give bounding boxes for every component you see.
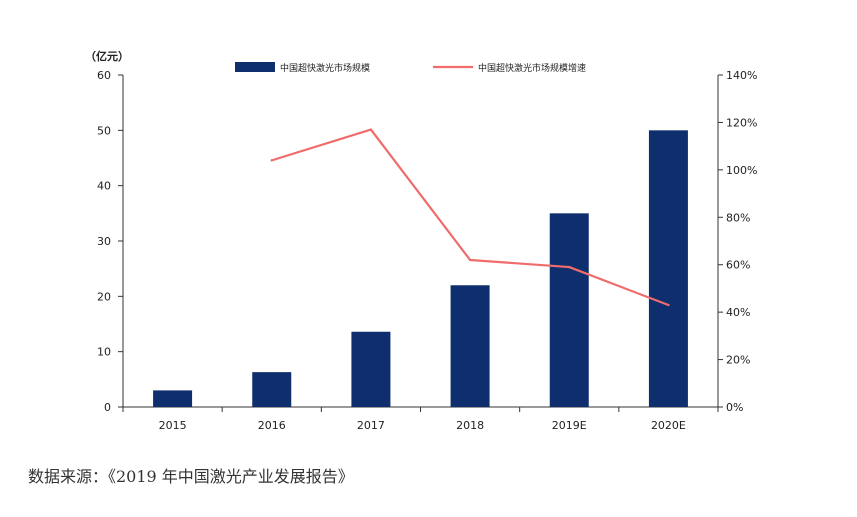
- x-axis-tick-label: 2020E: [651, 419, 686, 432]
- left-axis-tick-label: 10: [97, 346, 111, 359]
- line-point-2018: [468, 258, 472, 262]
- right-axis-tick-label: 100%: [726, 164, 757, 177]
- right-axis-tick-label: 0%: [726, 401, 743, 414]
- right-axis-tick-label: 120%: [726, 116, 757, 129]
- left-axis-unit-label: （亿元）: [85, 49, 129, 63]
- legend: 中国超快激光市场规模 中国超快激光市场规模增速: [235, 62, 586, 74]
- line-series: [270, 128, 670, 307]
- bar-2017: [351, 331, 391, 407]
- right-axis-tick-label: 60%: [726, 259, 750, 272]
- x-axis-tick-label: 2018: [456, 419, 484, 432]
- legend-label-line: 中国超快激光市场规模增速: [478, 62, 586, 74]
- bar-series: [153, 130, 688, 408]
- left-axis: 0 10 20 30 40 50 60: [97, 69, 124, 414]
- x-axis-tick-label: 2015: [159, 419, 187, 432]
- left-axis-tick-label: 0: [104, 401, 111, 414]
- right-axis-tick-label: 20%: [726, 354, 750, 367]
- left-axis-tick-label: 30: [97, 235, 111, 248]
- x-axis: 2015 2016 2017 2018 2019E 2020E: [122, 406, 719, 432]
- right-axis-tick-label: 140%: [726, 69, 757, 82]
- line-point-2020E: [667, 303, 670, 307]
- line-point-2019E: [568, 265, 571, 269]
- left-axis-tick-label: 40: [97, 180, 111, 193]
- right-axis: 0% 20% 40% 60% 80% 100% 120% 140%: [717, 69, 757, 414]
- left-axis-tick-label: 20: [97, 290, 111, 303]
- line-point-2017: [369, 128, 373, 131]
- legend-label-bar: 中国超快激光市场规模: [280, 62, 370, 74]
- bar-2018: [450, 285, 490, 407]
- right-axis-tick-label: 40%: [726, 306, 750, 319]
- bar-2019E: [549, 213, 589, 407]
- bar-2020E: [648, 130, 688, 408]
- growth-line: [271, 128, 669, 307]
- legend-swatch-bar: [235, 62, 275, 72]
- left-axis-tick-label: 50: [97, 124, 111, 137]
- x-axis-tick-label: 2019E: [552, 419, 587, 432]
- source-note: 数据来源：《2019 年中国激光产业发展报告》: [28, 467, 354, 486]
- x-axis-tick-label: 2017: [357, 419, 385, 432]
- right-axis-tick-label: 80%: [726, 211, 750, 224]
- line-point-2016: [270, 159, 273, 162]
- bar-2015: [153, 390, 193, 407]
- x-axis-tick-label: 2016: [258, 419, 286, 432]
- bar-2016: [252, 372, 292, 407]
- left-axis-tick-label: 60: [97, 69, 111, 82]
